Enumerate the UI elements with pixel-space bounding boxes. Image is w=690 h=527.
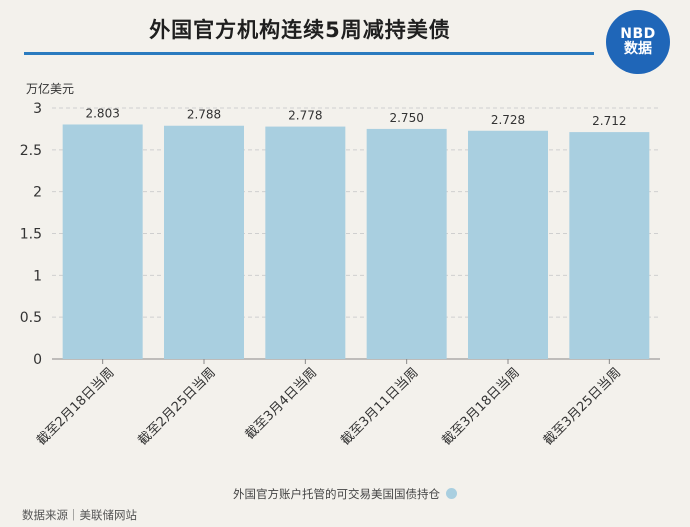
x-tick-label: 截至3月11日当周 [338,365,421,448]
x-tick-label: 截至3月4日当周 [243,365,320,442]
legend-swatch [446,488,457,499]
bar [366,128,447,359]
title-underline [24,52,594,55]
bar [62,124,143,359]
y-tick-label: 0.5 [20,310,42,326]
x-tick-label: 截至3月18日当周 [440,365,523,448]
bar [468,130,548,359]
data-label: 2.778 [288,109,322,123]
data-label: 2.803 [85,106,119,120]
y-tick-label: 0 [33,352,42,368]
y-tick-label: 2.5 [20,143,42,159]
y-tick-label: 1.5 [20,227,42,243]
header: 外国官方机构连续5周减持美债 NBD 数据 [0,0,690,74]
x-tick-label: 截至3月25日当周 [541,365,624,448]
data-label: 2.788 [187,108,221,122]
chart-title: 外国官方机构连续5周减持美债 [149,18,451,42]
x-tick-label: 截至2月18日当周 [34,365,117,448]
bar [164,125,244,359]
nbd-logo: NBD 数据 [606,10,670,74]
bar [265,126,346,359]
y-tick-label: 1 [33,268,42,284]
y-axis-unit-label: 万亿美元 [26,82,75,96]
logo-text-bottom: 数据 [624,41,652,57]
legend-label: 外国官方账户托管的可交易美国国债持仓 [233,487,440,501]
bar-chart: 0 0.5 1 1.5 2 2.5 3 2.803 截至2月18日当周 2.788 截至2月25日当… [20,101,660,449]
data-label: 2.750 [389,111,423,125]
logo-text-top: NBD [620,26,656,43]
legend: 外国官方账户托管的可交易美国国债持仓 [0,486,690,502]
data-label: 2.712 [592,114,626,128]
y-tick-label: 3 [33,101,42,117]
bar [569,132,650,359]
data-label: 2.728 [491,113,525,127]
x-tick-label: 截至2月25日当周 [136,365,219,448]
y-tick-label: 2 [33,185,42,201]
data-source: 数据来源｜美联储网站 [22,508,137,522]
